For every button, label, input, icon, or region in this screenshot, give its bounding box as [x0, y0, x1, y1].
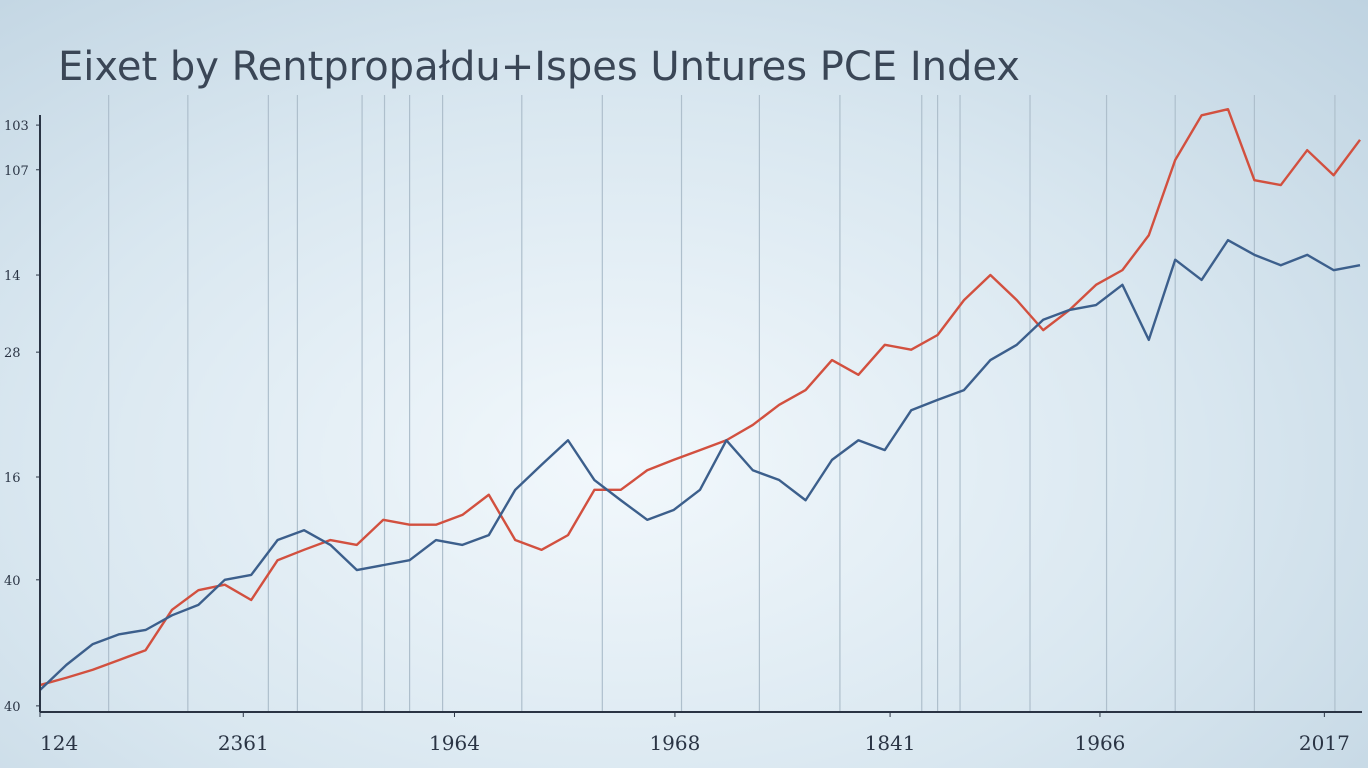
y-tick-label: 107	[4, 164, 29, 179]
grid	[108, 95, 1336, 712]
x-tick-label: 2361	[218, 731, 269, 755]
chart-title: Eixet by Rentpropałdu+Ispes Untures PCE …	[58, 44, 1020, 90]
y-tick-label: 40	[4, 700, 21, 715]
x-tick-label: 1964	[429, 731, 480, 755]
y-tick-label: 28	[4, 346, 21, 361]
x-tick-label: 2017	[1299, 731, 1350, 755]
x-tick-label: 1841	[865, 731, 916, 755]
x-tick-label: 1968	[649, 731, 700, 755]
y-tick-label: 14	[4, 269, 21, 284]
series-line	[39, 107, 1361, 687]
x-tick-label: 124	[40, 731, 78, 755]
series-line	[39, 238, 1361, 691]
y-tick-label: 40	[4, 574, 21, 589]
y-tick-label: 16	[4, 471, 21, 486]
y-tick-label: 103	[4, 119, 29, 134]
lines	[39, 107, 1361, 691]
x-tick-label: 1966	[1075, 731, 1126, 755]
